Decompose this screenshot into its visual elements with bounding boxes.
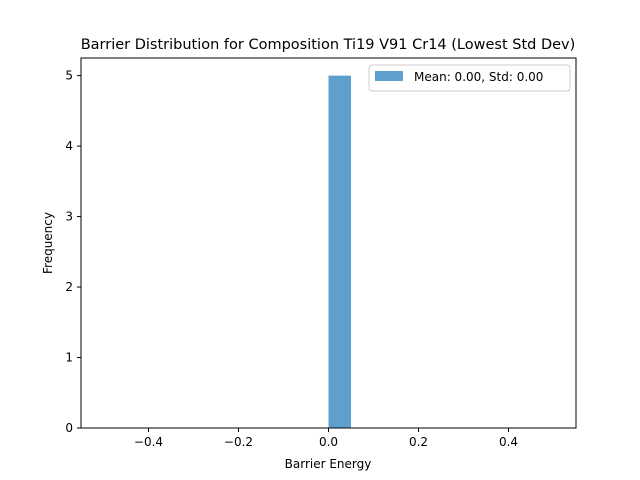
x-tick-label: −0.2 [224, 435, 253, 449]
y-tick-label: 5 [65, 69, 73, 83]
x-tick-label: 0.4 [499, 435, 518, 449]
bars-layer [328, 75, 351, 428]
y-tick-label: 4 [65, 139, 73, 153]
x-axis-label: Barrier Energy [285, 457, 372, 471]
legend-swatch [375, 71, 403, 81]
ticks-layer: −0.4 −0.2 0.0 0.2 0.4 0 1 2 3 4 5 [65, 69, 518, 449]
x-tick-label: −0.4 [134, 435, 163, 449]
x-tick-label: 0.2 [409, 435, 428, 449]
legend: Mean: 0.00, Std: 0.00 [368, 64, 571, 92]
y-tick-label: 3 [65, 210, 73, 224]
y-axis-label: Frequency [41, 212, 55, 274]
histogram-bar-0 [328, 75, 351, 428]
x-tick-label: 0.0 [319, 435, 338, 449]
y-tick-label: 0 [65, 421, 73, 435]
legend-label: Mean: 0.00, Std: 0.00 [414, 70, 543, 84]
plot-area-frame [80, 57, 577, 429]
chart-title: Barrier Distribution for Composition Ti1… [81, 37, 576, 53]
legend-box [368, 64, 571, 92]
y-tick-label: 2 [65, 280, 73, 294]
y-tick-label: 1 [65, 351, 73, 365]
